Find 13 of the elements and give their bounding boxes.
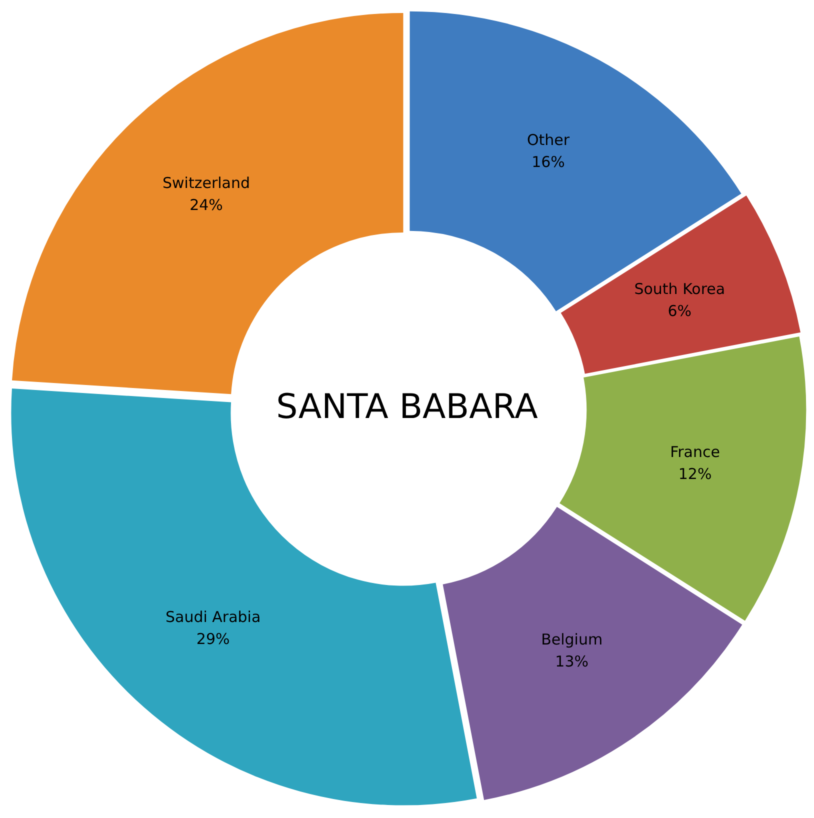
slice-label: South Korea <box>634 280 726 298</box>
slice-label: France <box>670 442 720 461</box>
data-label: 29% <box>196 630 230 648</box>
slice-label: Saudi Arabia <box>165 608 261 626</box>
slice-label: Other <box>526 130 570 149</box>
data-label: 24% <box>190 196 223 214</box>
data-label: 13% <box>555 652 588 670</box>
data-label: 16% <box>532 152 565 171</box>
data-label: 12% <box>678 464 712 483</box>
slice-label: Switzerland <box>162 174 250 192</box>
data-label: 6% <box>668 302 692 320</box>
text: SANTA BABARA <box>276 386 538 427</box>
slice-label: Belgium <box>541 630 603 648</box>
